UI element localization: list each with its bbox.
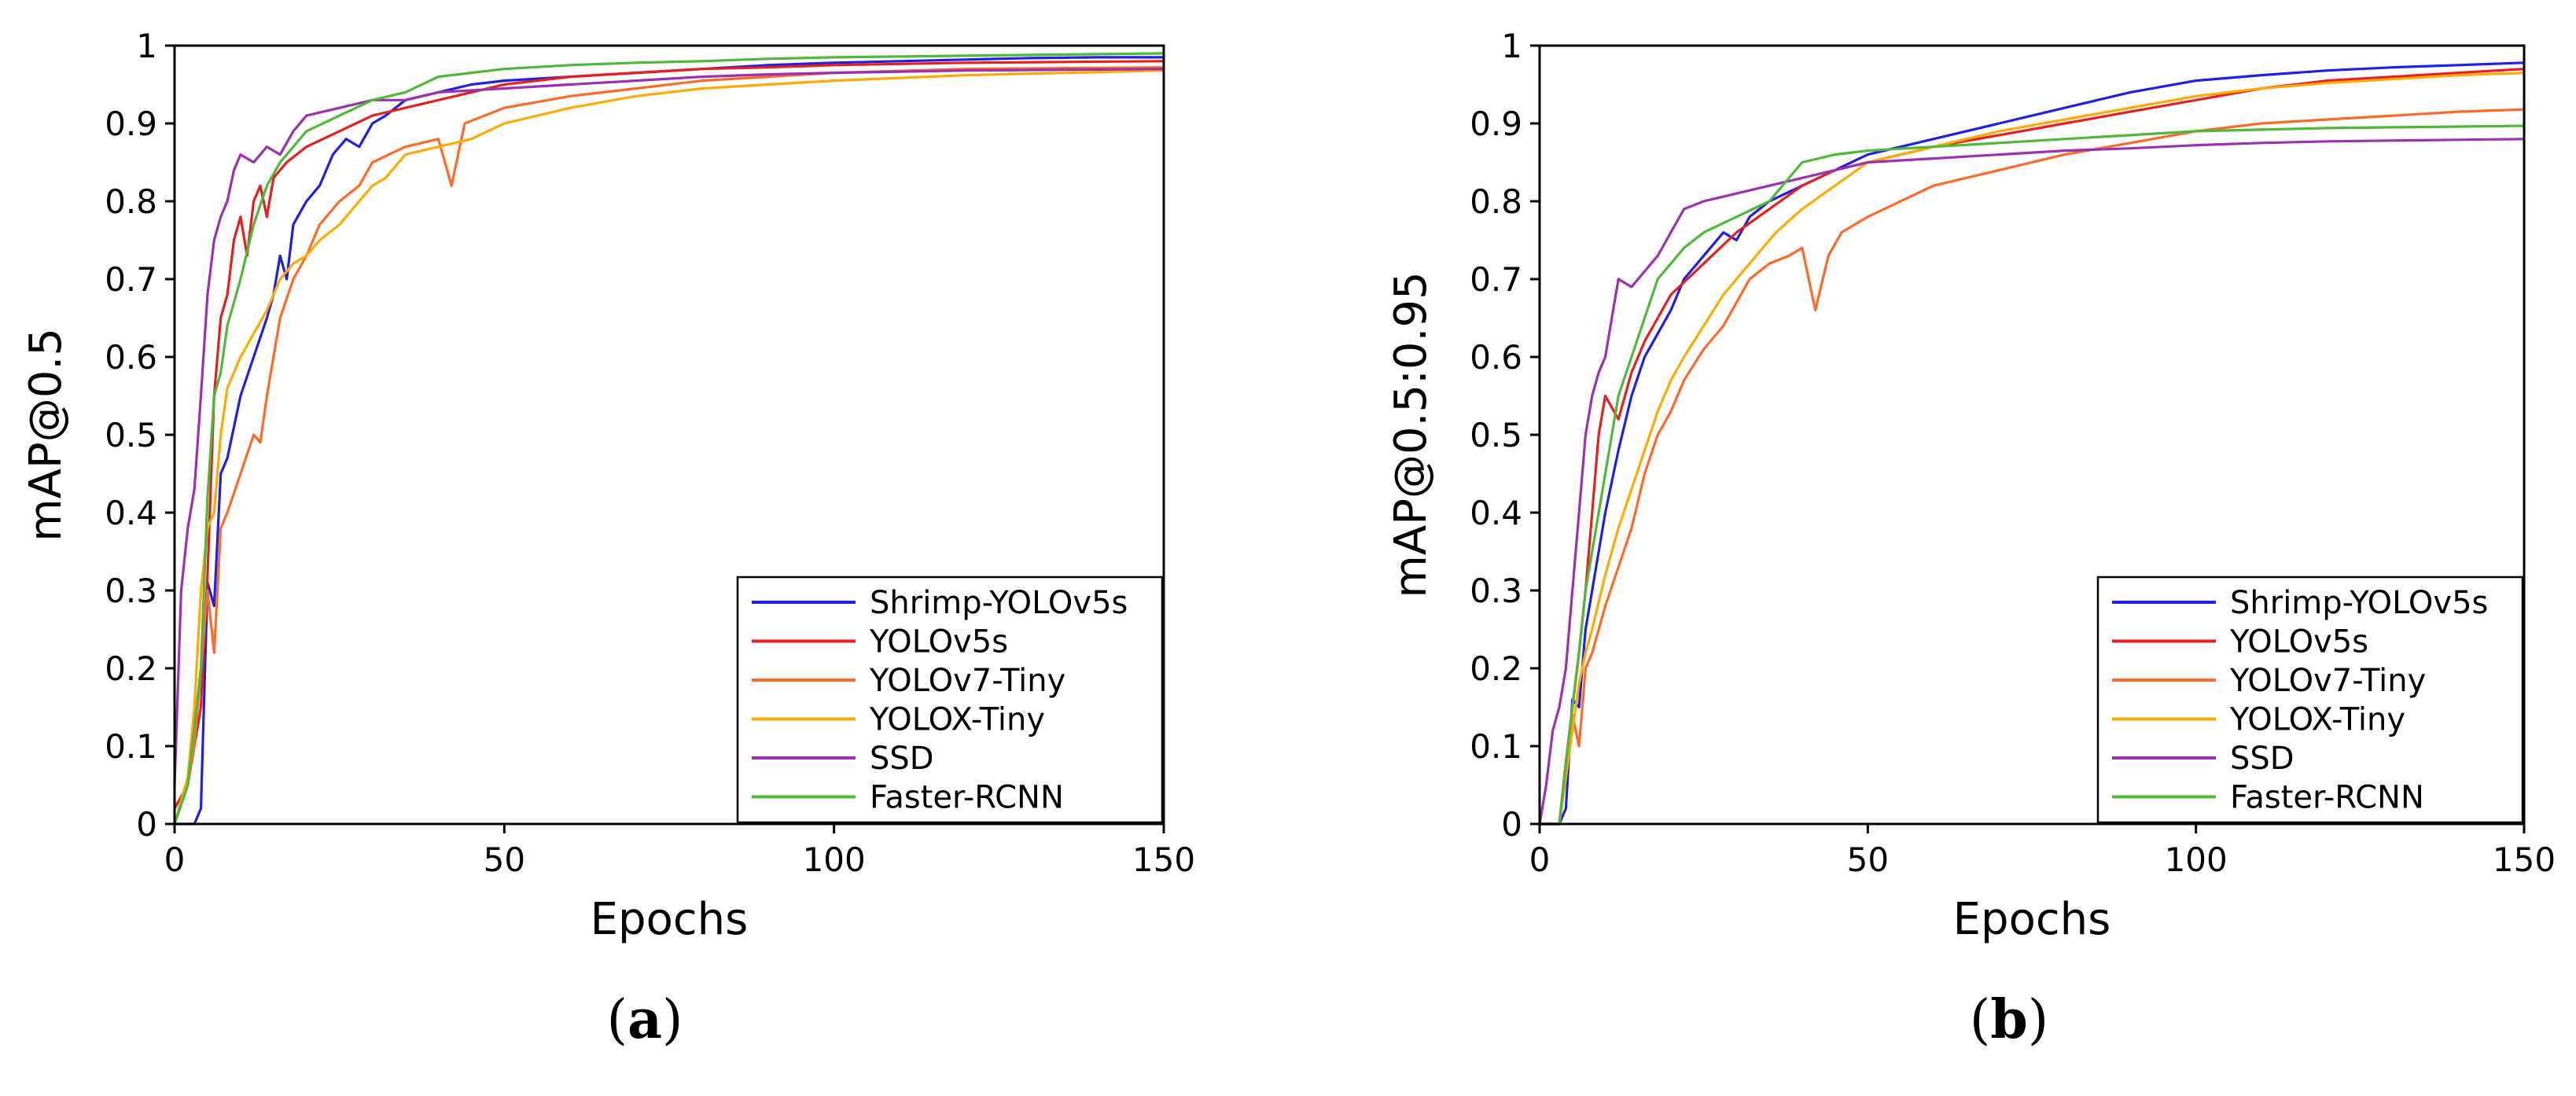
y-tick-label: 1 bbox=[136, 27, 157, 65]
y-tick-label: 0.8 bbox=[1470, 182, 1522, 221]
series-line-faster-rcnn bbox=[1540, 124, 2525, 826]
chart-panel-a: 0 0.1 0.2 0.3 0.4 0.5 0.6 0.7 0.8 0.9 1 0 50 100 150 Ep… bbox=[20, 27, 1195, 1051]
x-tick-label: 0 bbox=[164, 840, 186, 879]
y-tick-label: 0.3 bbox=[105, 572, 157, 610]
legend: Shrimp-YOLOv5sYOLOv5sYOLOv7-TinyYOLOX-Ti… bbox=[2096, 576, 2524, 824]
legend-label: YOLOv7-Tiny bbox=[869, 663, 1065, 699]
series-line-yolox-tiny bbox=[173, 69, 1165, 825]
x-tick-label: 150 bbox=[2493, 840, 2556, 879]
x-axis-title: Epochs bbox=[1953, 894, 2111, 945]
x-tick-label: 50 bbox=[1847, 840, 1889, 879]
x-tick-label: 100 bbox=[803, 840, 866, 879]
y-tick-label: 0.8 bbox=[105, 182, 157, 221]
y-tick-label: 0.7 bbox=[1470, 260, 1522, 299]
series-line-ssd bbox=[173, 68, 1165, 785]
y-tick-label: 0.6 bbox=[1470, 338, 1522, 377]
legend-label: Faster-RCNN bbox=[870, 780, 1064, 816]
legend-box bbox=[736, 576, 1164, 824]
y-tick-label: 0 bbox=[1501, 805, 1522, 844]
y-tick-label: 0.1 bbox=[105, 727, 157, 766]
y-axis-title: mAP@0.5 bbox=[20, 328, 72, 542]
legend-box bbox=[2096, 576, 2524, 824]
series-line-yolox-tiny bbox=[1540, 72, 2525, 826]
y-tick-label: 0.3 bbox=[1470, 572, 1522, 610]
x-axis-title: Epochs bbox=[591, 894, 749, 945]
panel-caption: (a) bbox=[606, 988, 683, 1051]
y-tick-label: 0.7 bbox=[105, 260, 157, 299]
x-tick-label: 100 bbox=[2165, 840, 2228, 879]
y-tick-label: 0.6 bbox=[105, 338, 157, 377]
x-tick-label: 0 bbox=[1529, 840, 1551, 879]
series-line-shrimp-yolov5s bbox=[175, 56, 1164, 826]
legend-label: YOLOX-Tiny bbox=[869, 702, 1045, 738]
y-tick-label: 0.4 bbox=[105, 494, 157, 532]
legend-label: YOLOv5s bbox=[2229, 624, 2368, 660]
y-tick-label: 0.1 bbox=[1470, 727, 1522, 766]
y-tick-label: 0.2 bbox=[105, 649, 157, 688]
legend-label: SSD bbox=[870, 741, 934, 777]
y-tick-label: 0.4 bbox=[1470, 494, 1522, 532]
legend-label: Faster-RCNN bbox=[2230, 780, 2424, 816]
series-line-yolov7-tiny bbox=[1540, 108, 2525, 826]
legend-label: YOLOv7-Tiny bbox=[2229, 663, 2426, 699]
series-line-yolov7-tiny bbox=[173, 66, 1165, 825]
y-tick-label: 0.2 bbox=[1470, 649, 1522, 688]
chart-panel-b: 0 0.1 0.2 0.3 0.4 0.5 0.6 0.7 0.8 0.9 1 0 50 100 150 Ep… bbox=[1386, 27, 2556, 1051]
legend-label: SSD bbox=[2230, 741, 2294, 777]
y-tick-label: 1 bbox=[1501, 27, 1522, 65]
series-line-faster-rcnn bbox=[173, 52, 1165, 825]
series-line-shrimp-yolov5s bbox=[1540, 61, 2525, 826]
y-tick-label: 0.9 bbox=[105, 105, 157, 143]
legend-label: Shrimp-YOLOv5s bbox=[870, 585, 1128, 621]
legend-label: Shrimp-YOLOv5s bbox=[2230, 585, 2488, 621]
y-tick-label: 0.5 bbox=[105, 416, 157, 454]
legend: Shrimp-YOLOv5sYOLOv5sYOLOv7-TinyYOLOX-Ti… bbox=[736, 576, 1164, 824]
x-tick-label: 150 bbox=[1132, 840, 1195, 879]
panel-caption: (b) bbox=[1970, 988, 2049, 1051]
y-tick-label: 0.5 bbox=[1470, 416, 1522, 454]
legend-label: YOLOv5s bbox=[869, 624, 1008, 660]
y-tick-label: 0.9 bbox=[1470, 105, 1522, 143]
y-tick-label: 0 bbox=[136, 805, 157, 844]
x-tick-label: 50 bbox=[484, 840, 525, 879]
y-axis-title: mAP@0.5:0.95 bbox=[1386, 271, 1437, 598]
legend-label: YOLOX-Tiny bbox=[2229, 702, 2405, 738]
series-line-ssd bbox=[1538, 138, 2525, 825]
